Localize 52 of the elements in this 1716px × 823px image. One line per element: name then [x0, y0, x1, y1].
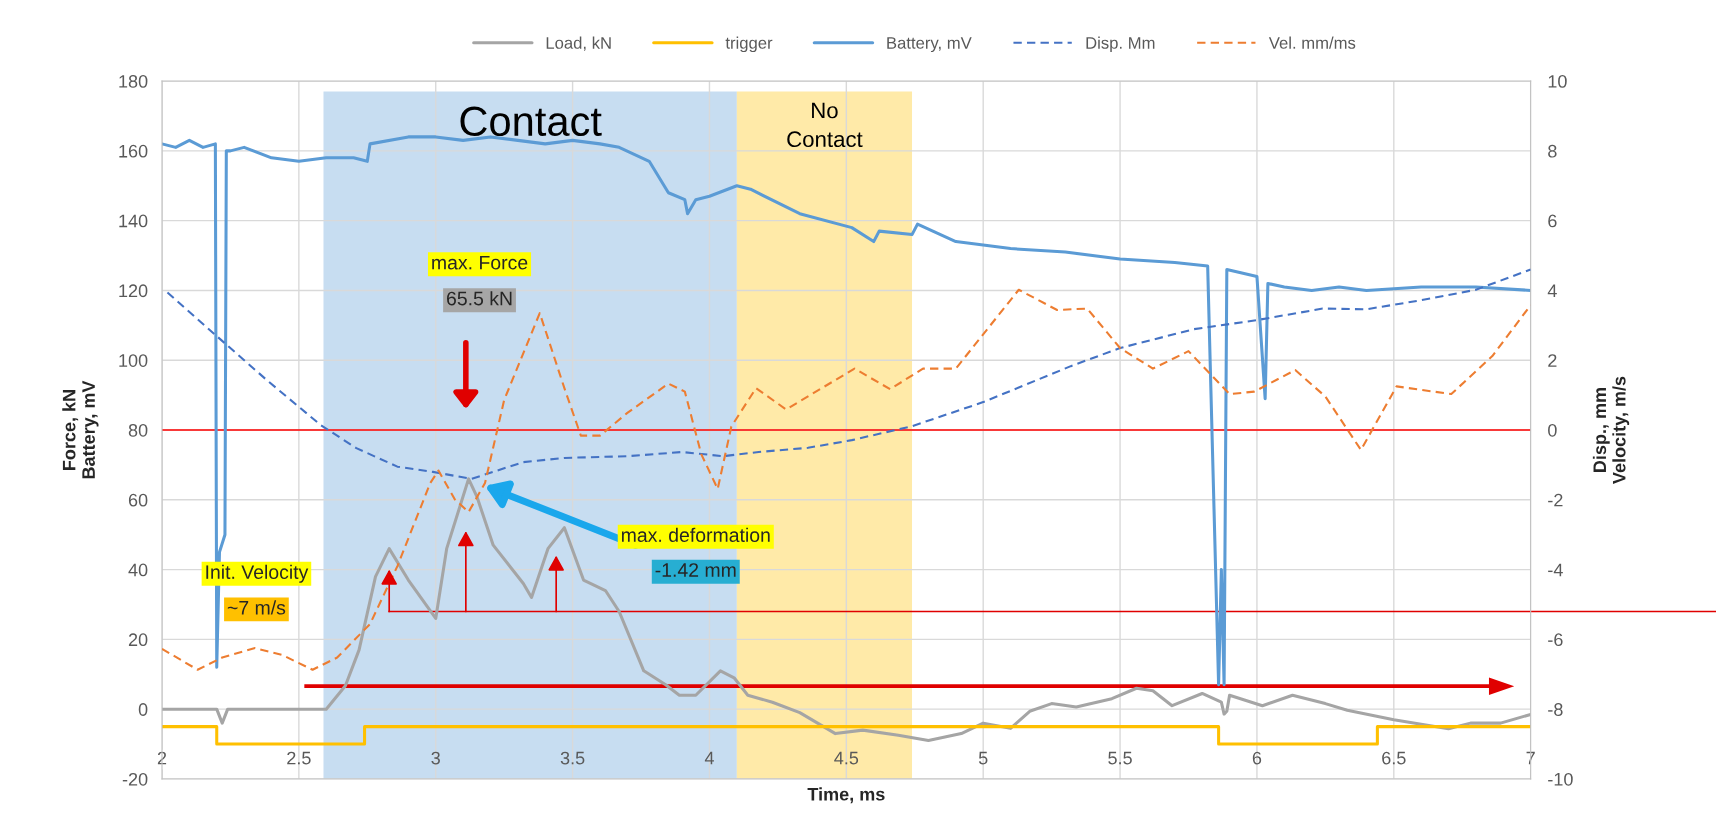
x-tick-label: 6 [1252, 751, 1262, 765]
y-tick-label: 20 [128, 633, 148, 647]
y2-tick-label: 2 [1548, 354, 1557, 367]
y-tick-label: 0 [138, 703, 148, 716]
y-tick-label: 120 [119, 284, 148, 298]
x-tick-label: 5.5 [1108, 751, 1132, 765]
annotation: Init. Velocity [206, 564, 309, 583]
x-tick-label: 4.5 [834, 751, 859, 765]
y2-tick-label: -2 [1548, 493, 1563, 507]
x-tick-label: 2.5 [287, 751, 311, 765]
y-tick-label: 140 [119, 214, 148, 228]
band-label: No Contact [787, 102, 863, 148]
x-tick-label: 5 [978, 751, 988, 765]
y2-tick-label: -10 [1548, 772, 1573, 786]
line-series [161, 288, 1531, 671]
y2-tick-label: -4 [1548, 563, 1563, 577]
x-tick-label: 3 [431, 751, 440, 765]
band-label: Contact [460, 106, 602, 137]
x-tick-label: 6.5 [1382, 751, 1406, 765]
y2-axis-title: Disp., mm Velocity, m/s [1592, 376, 1630, 484]
y2-tick-label: 10 [1548, 75, 1567, 88]
y2-tick-label: -6 [1548, 633, 1563, 647]
y-axis-title: Force, kN Battery, mV [62, 380, 99, 479]
x-tick-label: 3.5 [560, 751, 585, 765]
y-tick-label: -20 [122, 772, 148, 786]
y-tick-label: 160 [119, 144, 148, 158]
y2-tick-label: 0 [1548, 423, 1557, 437]
x-tick-label: 4 [704, 751, 714, 765]
line-series [161, 477, 1531, 743]
x-tick-label: 2 [157, 751, 167, 765]
line-series [166, 268, 1531, 480]
y2-tick-label: 8 [1548, 144, 1557, 158]
annotation: 65.5 kN [447, 291, 512, 306]
legend-label: Load, kN [546, 36, 611, 51]
y2-tick-label: -8 [1548, 703, 1563, 716]
legend-label: Vel. mm/ms [1268, 36, 1356, 49]
y2-tick-label: 4 [1547, 284, 1557, 297]
annotation: -1.42 mm [655, 563, 736, 577]
x-tick-label: 7 [1526, 751, 1535, 765]
y-tick-label: 180 [119, 75, 148, 88]
y-tick-label: 60 [128, 493, 148, 507]
y2-tick-label: 6 [1548, 214, 1557, 228]
legend-label: trigger [725, 36, 773, 53]
legend-label: Battery, mV [887, 37, 972, 53]
annotation: max. Force [432, 255, 528, 270]
y-tick-label: 80 [128, 423, 148, 437]
legend-label: Disp. Mm [1086, 36, 1155, 53]
x-axis-title: Time, ms [807, 787, 885, 804]
annotation: max. deformation [621, 527, 770, 543]
y-tick-label: 100 [119, 354, 148, 367]
annotation: ~7 m/s [227, 600, 286, 615]
y-tick-label: 40 [128, 563, 148, 577]
